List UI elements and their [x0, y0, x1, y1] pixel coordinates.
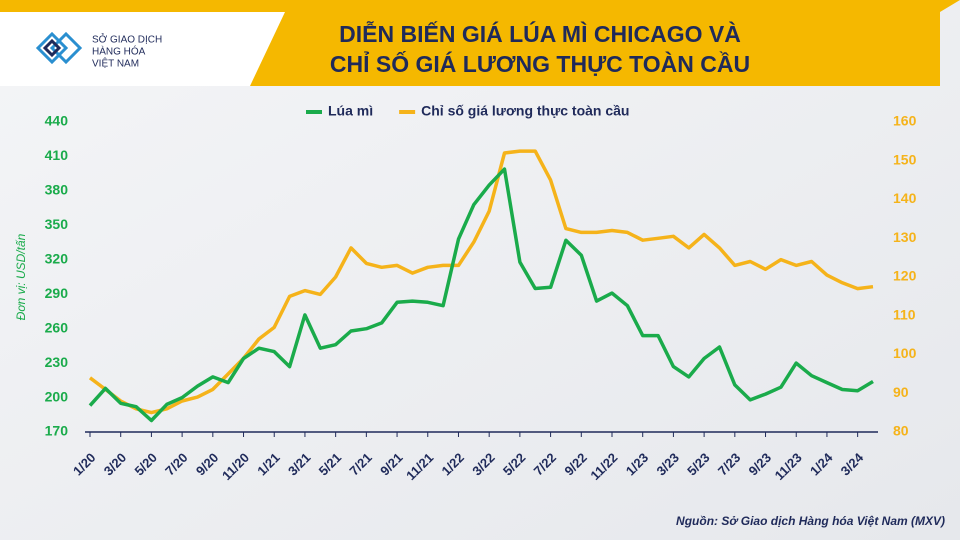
y-tick-label: 260 [45, 319, 69, 335]
logo-panel [0, 12, 285, 86]
series-line [88, 167, 874, 423]
chart-title: CHỈ SỐ GIÁ LƯƠNG THỰC TOÀN CẦU [330, 49, 750, 77]
y-tick-label: 290 [45, 285, 69, 301]
y-axis-label: Đơn vị: USD/tấn [14, 233, 28, 320]
source-note: Nguồn: Sở Giao dịch Hàng hóa Việt Nam (M… [676, 514, 945, 528]
y-tick-label: 230 [45, 354, 69, 370]
y2-tick-label: 130 [893, 229, 917, 245]
logo-text: SỞ GIAO DỊCH [92, 33, 162, 46]
logo-mark [35, 31, 83, 65]
y-tick-label: 440 [45, 113, 69, 129]
y2-tick-label: 110 [893, 306, 916, 322]
y2-tick-label: 140 [893, 190, 917, 206]
y2-tick-label: 150 [893, 151, 917, 167]
y2-tick-label: 160 [893, 113, 917, 129]
series-line [88, 149, 874, 415]
y-tick-label: 320 [45, 250, 69, 266]
legend-label: Lúa mì [328, 103, 373, 119]
legend-label: Chỉ số giá lương thực toàn cầu [421, 103, 629, 119]
y2-tick-label: 120 [893, 268, 917, 284]
chart-title: DIỄN BIẾN GIÁ LÚA MÌ CHICAGO VÀ [339, 19, 741, 47]
y-tick-label: 410 [45, 147, 69, 163]
y2-tick-label: 80 [893, 423, 909, 439]
y-tick-label: 380 [45, 182, 69, 198]
y-tick-label: 170 [45, 423, 69, 439]
y2-tick-label: 90 [893, 384, 909, 400]
logo-text: VIỆT NAM [92, 57, 139, 70]
y2-tick-label: 100 [893, 345, 917, 361]
y-tick-label: 350 [45, 216, 69, 232]
y-tick-label: 200 [45, 388, 69, 404]
logo-text: HÀNG HÓA [92, 45, 146, 58]
